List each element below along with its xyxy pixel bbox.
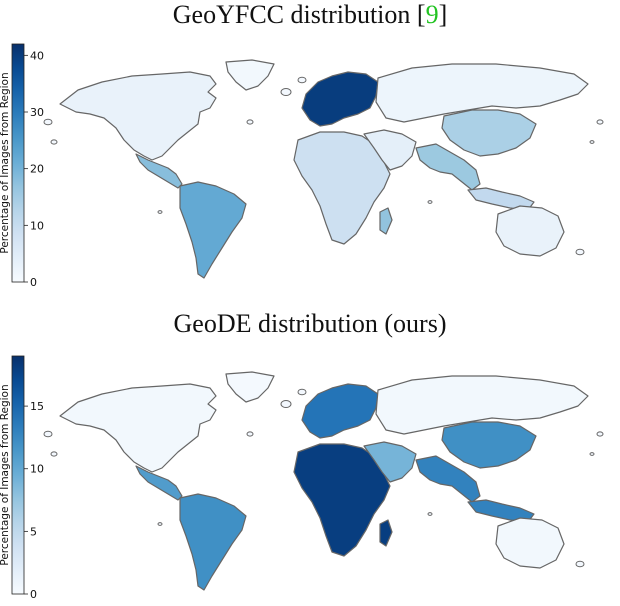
colorbar-tick-label: 5 <box>30 525 37 538</box>
colorbar-tick-label: 0 <box>30 276 37 289</box>
geoyfcc-colorbar <box>11 43 25 283</box>
island <box>157 522 163 526</box>
colorbar-tick-label: 30 <box>30 106 44 119</box>
map-title-geode: GeoDE distribution (ours) <box>173 309 447 338</box>
region-greenland <box>225 371 275 403</box>
region-middle-east <box>363 129 417 171</box>
citation-link[interactable]: 9 <box>425 0 439 29</box>
region-south-america <box>179 493 247 591</box>
island <box>280 88 292 96</box>
island <box>50 139 58 145</box>
island <box>50 451 58 457</box>
colorbar-tick-label: 10 <box>30 219 44 232</box>
island <box>596 119 604 125</box>
region-north-america <box>59 71 217 161</box>
geode-regions <box>43 371 604 591</box>
colorbar-tick-label: 20 <box>30 163 44 176</box>
region-madagascar <box>379 519 393 547</box>
colorbar-tick-label: 0 <box>30 588 37 601</box>
geode-map-panel: 0 5 10 15 Percentage of Images from Region <box>0 355 604 601</box>
island <box>427 200 433 204</box>
island <box>43 118 53 126</box>
island <box>280 400 292 408</box>
island <box>297 388 307 396</box>
region-asia <box>375 63 589 123</box>
island <box>157 210 163 214</box>
colorbar-tick-label: 40 <box>30 49 44 62</box>
region-indonesia <box>467 187 535 211</box>
region-middle-east <box>363 441 417 483</box>
island <box>246 431 254 437</box>
region-australia <box>495 205 565 257</box>
island <box>43 430 53 438</box>
region-asia <box>375 375 589 435</box>
colorbar-label: Percentage of Images from Region <box>0 72 11 253</box>
region-north-america <box>59 383 217 473</box>
geoyfcc-regions <box>43 59 604 279</box>
colorbar-tick-label: 15 <box>30 400 44 413</box>
island <box>589 140 595 144</box>
colorbar-tick-label: 10 <box>30 463 44 476</box>
region-greenland <box>225 59 275 91</box>
region-africa <box>293 131 391 245</box>
region-south-america <box>179 181 247 279</box>
island <box>575 248 585 256</box>
region-europe <box>301 71 379 127</box>
island <box>297 76 307 84</box>
region-africa <box>293 443 391 557</box>
region-madagascar <box>379 207 393 235</box>
colorbar-label: Percentage of Images from Region <box>0 384 11 565</box>
region-indonesia <box>467 499 535 523</box>
region-central-america <box>135 153 183 189</box>
map-title-geoyfcc: GeoYFCC distribution [9] <box>172 0 448 29</box>
region-australia <box>495 517 565 569</box>
geoyfcc-map-panel: 0 10 20 30 40 Percentage of Images from Regio… <box>0 43 604 289</box>
region-europe <box>301 383 379 439</box>
island <box>575 560 585 568</box>
geode-colorbar <box>11 355 25 595</box>
region-china <box>441 109 537 157</box>
island <box>427 512 433 516</box>
region-china <box>441 421 537 469</box>
island <box>246 119 254 125</box>
region-central-america <box>135 465 183 501</box>
island <box>596 431 604 437</box>
island <box>589 452 595 456</box>
